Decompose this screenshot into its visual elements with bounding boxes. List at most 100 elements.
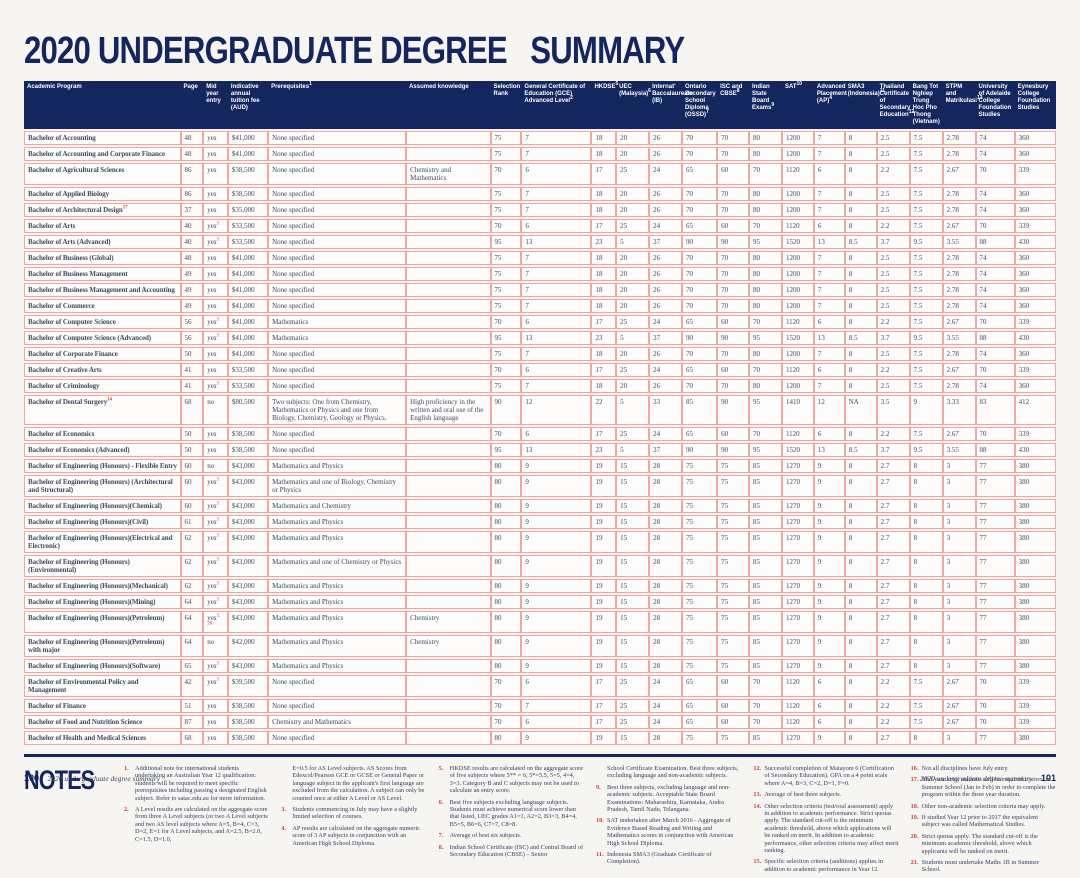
assumed-knowledge-cell [406, 475, 491, 497]
thailand-cell: 2.2 [876, 315, 910, 329]
ap-cell: 9 [813, 579, 845, 593]
sma3-cell-text: 8 [848, 382, 853, 390]
vietnam-cell: 9.5 [909, 235, 943, 249]
indian-state-board-cell: 95 [748, 443, 782, 457]
ossd-cell-text: 75 [686, 478, 694, 486]
page-cell-text: 68 [184, 734, 192, 742]
tuition-fee-cell: $35,000 [227, 203, 269, 217]
indian-state-board-cell-text: 80 [752, 286, 760, 294]
eynesbury-cell-text: 380 [1018, 734, 1030, 742]
vietnam-cell-text: 7.5 [913, 382, 923, 390]
selection-rank-cell-text: 75 [494, 190, 502, 198]
uoa-foundation-cell: 77 [975, 531, 1015, 553]
ap-cell-text: 6 [817, 718, 822, 726]
isc-cbse-cell-text: 75 [721, 582, 729, 590]
mid-year-entry-cell: yes3 [203, 675, 228, 697]
uec-cell-text: 25 [620, 318, 628, 326]
gce-cell: 12 [521, 395, 592, 425]
ib-cell-text: 24 [653, 678, 661, 686]
page-cell-text: 65 [184, 662, 192, 670]
uoa-foundation-cell-text: 77 [979, 582, 987, 590]
sat-cell: 1120 [781, 315, 814, 329]
mid-year-entry-cell-text: yes [207, 366, 217, 374]
program-name-cell-text: Bachelor of Engineering (Honours) (Archi… [28, 478, 173, 494]
ap-cell-text: 9 [817, 598, 822, 606]
ib-cell-text: 24 [653, 702, 661, 710]
prerequisites-cell: Mathematics and Physics [268, 659, 407, 673]
selection-rank-cell: 75 [490, 203, 522, 217]
sat-cell: 1120 [781, 363, 814, 377]
column-header-footnote: 4 [829, 95, 832, 101]
isc-cbse-cell-text: 75 [721, 462, 729, 470]
mid-year-entry-cell-text: yes [207, 254, 217, 262]
hkdse-cell-text: 19 [595, 558, 603, 566]
ossd-cell-text: 65 [686, 166, 694, 174]
footnote-marker: 3 [216, 477, 220, 483]
isc-cbse-cell-text: 70 [721, 302, 729, 310]
prerequisites-cell: Two subjects: One from Chemistry, Mathem… [268, 395, 407, 425]
prerequisites-cell-text: None specified [272, 254, 315, 262]
hkdse-cell: 17 [591, 363, 617, 377]
indian-state-board-cell-text: 95 [752, 238, 760, 246]
sat-cell: 1520 [781, 443, 814, 457]
column-header-label: Assumed knowledge [409, 84, 469, 90]
isc-cbse-cell-text: 90 [721, 398, 729, 406]
thailand-cell-text: 2.7 [880, 478, 890, 486]
vietnam-cell-text: 7.5 [913, 366, 923, 374]
ib-cell-text: 37 [653, 446, 661, 454]
stpm-cell-text: 2.67 [946, 702, 959, 710]
table-row: Bachelor of Business Management 49 yes $41,… [24, 267, 1056, 281]
ap-cell: 7 [813, 299, 845, 313]
table-row: Bachelor of Engineering (Honours)(Mechan… [24, 579, 1056, 593]
program-name-cell: Bachelor of Engineering (Honours)(Enviro… [24, 555, 181, 577]
ossd-cell-text: 65 [686, 678, 694, 686]
tuition-fee-cell-text: $41,000 [231, 150, 255, 158]
sma3-cell-text: 8 [848, 502, 853, 510]
program-name-cell: Bachelor of Corporate Finance [24, 347, 181, 361]
tuition-fee-cell: $80,500 [227, 395, 269, 425]
gce-cell-text: 9 [525, 614, 529, 622]
tuition-fee-cell-text: $41,000 [231, 270, 255, 278]
stpm-cell-text: 3.55 [946, 238, 959, 246]
ossd-cell-text: 65 [686, 702, 694, 710]
stpm-cell-text: 3 [946, 558, 951, 566]
uec-cell: 20 [616, 347, 650, 361]
indian-state-board-cell: 70 [748, 675, 782, 697]
uoa-foundation-cell: 74 [975, 131, 1015, 145]
column-header: General Certificate of Education (GCE) A… [521, 81, 592, 129]
mid-year-entry-cell: yes [203, 299, 228, 313]
sat-cell: 1200 [781, 347, 814, 361]
ap-cell-text: 6 [817, 222, 822, 230]
ib-cell: 28 [649, 555, 683, 577]
column-header: SAT10 [781, 81, 814, 129]
mid-year-entry-cell: yes [203, 363, 228, 377]
thailand-cell-text: 2.7 [880, 662, 890, 670]
column-header-label: SAT [784, 84, 797, 90]
indian-state-board-cell: 85 [748, 515, 782, 529]
hkdse-cell: 23 [591, 331, 617, 345]
gce-cell-text: 7 [525, 286, 529, 294]
program-name-cell-text: Bachelor of Commerce [28, 302, 95, 310]
eynesbury-cell: 380 [1014, 531, 1056, 553]
isc-cbse-cell-text: 75 [721, 534, 729, 542]
indian-state-board-cell-text: 70 [752, 318, 760, 326]
prerequisites-cell: Mathematics and Physics [268, 531, 407, 553]
prerequisites-cell-text: None specified [272, 366, 315, 374]
page-cell-text: 48 [184, 150, 192, 158]
gce-cell-text: 9 [525, 534, 529, 542]
assumed-knowledge-cell [406, 131, 491, 145]
tuition-fee-cell-text: $41,000 [231, 286, 255, 294]
isc-cbse-cell-text: 75 [721, 638, 729, 646]
thailand-cell: 2.5 [876, 347, 910, 361]
vietnam-cell-text: 7.5 [913, 166, 923, 174]
gce-cell-text: 7 [525, 350, 529, 358]
uoa-foundation-cell-text: 77 [979, 614, 987, 622]
page-cell: 60 [180, 499, 204, 513]
tuition-fee-cell-text: $43,000 [231, 662, 255, 670]
eynesbury-cell-text: 339 [1018, 430, 1030, 438]
isc-cbse-cell-text: 70 [721, 190, 729, 198]
sma3-cell: 8 [844, 699, 877, 713]
gce-cell-text: 7 [525, 190, 529, 198]
isc-cbse-cell-text: 75 [721, 662, 729, 670]
thailand-cell-text: 2.5 [880, 134, 890, 142]
